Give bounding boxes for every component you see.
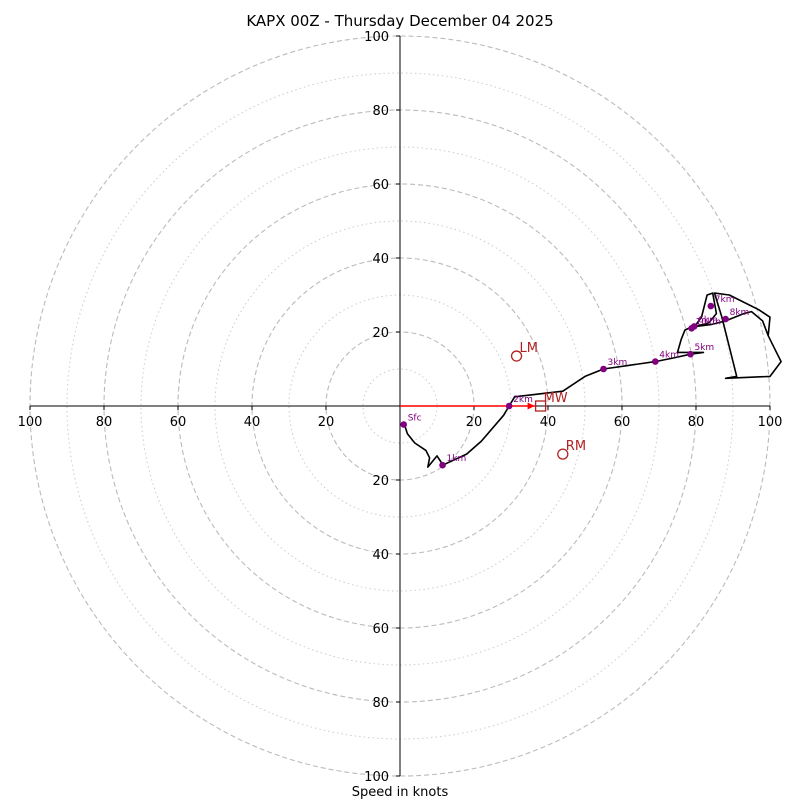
y-tick-label: 60 — [372, 178, 389, 193]
storm-motion-markers: LM MW RM — [510, 341, 586, 460]
height-marker-dot — [400, 421, 408, 428]
x-axis-label: Speed in knots — [352, 785, 449, 800]
x-tick-label: 80 — [688, 415, 705, 430]
y-tick-label: 100 — [364, 30, 389, 45]
height-marker-label: 10km — [696, 317, 721, 327]
x-tick-label: 100 — [18, 415, 43, 430]
height-marker-label: Sfc — [408, 414, 422, 424]
storm-motion-label: MW — [544, 391, 568, 406]
x-tick-label: 40 — [540, 415, 557, 430]
y-tick-label: 60 — [372, 622, 389, 637]
y-tick-label: 80 — [372, 696, 389, 711]
height-marker-dot — [687, 350, 694, 358]
storm-motion-square — [534, 400, 547, 412]
y-tick-label: 80 — [372, 104, 389, 119]
x-tick-label: 20 — [466, 415, 483, 430]
storm-motion-circle — [557, 448, 569, 460]
x-tick-label: 40 — [244, 415, 261, 430]
height-marker-dot — [505, 402, 513, 410]
height-marker-dot — [439, 461, 446, 469]
y-tick-label: 40 — [372, 548, 389, 563]
y-tick-label: 40 — [372, 252, 389, 267]
height-marker-label: 4km — [659, 351, 679, 361]
height-marker-dot — [722, 315, 729, 323]
x-tick-label: 60 — [170, 415, 187, 430]
height-marker-dot — [600, 365, 607, 373]
x-tick-label: 80 — [96, 415, 113, 430]
chart-title: KAPX 00Z - Thursday December 04 2025 — [246, 12, 553, 30]
height-marker-dot — [688, 325, 695, 332]
x-tick-label: 100 — [758, 415, 783, 430]
height-markers: Sfc 1km 2km 3km 4km 5km 6km 7km 8km 10km — [400, 295, 750, 469]
y-tick-label: 100 — [364, 770, 389, 785]
x-tick-label: 60 — [614, 415, 631, 430]
height-marker-dot — [652, 358, 659, 365]
y-tick-label: 20 — [372, 474, 389, 489]
height-marker-label: 8km — [730, 308, 750, 318]
height-marker-label: 6km — [698, 315, 718, 325]
storm-motion-label: LM — [520, 341, 538, 356]
height-marker-label: 5km — [694, 343, 714, 353]
height-marker-label: 2km — [513, 395, 533, 405]
storm-motion-circle — [510, 350, 523, 362]
mean-wind-arrow-head — [527, 402, 535, 410]
y-tick-label: 20 — [372, 326, 389, 341]
height-marker-label: 7km — [715, 295, 735, 305]
x-tick-label: 20 — [318, 415, 335, 430]
tick-labels: 100 80 60 40 20 20 40 60 80 100 100 80 60 40 20 20 40 60 8… — [18, 30, 783, 785]
storm-motion-label: RM — [566, 439, 586, 454]
height-marker-dot — [707, 302, 715, 310]
height-marker-label: 3km — [608, 358, 628, 368]
height-marker-label: 1km — [447, 454, 467, 464]
